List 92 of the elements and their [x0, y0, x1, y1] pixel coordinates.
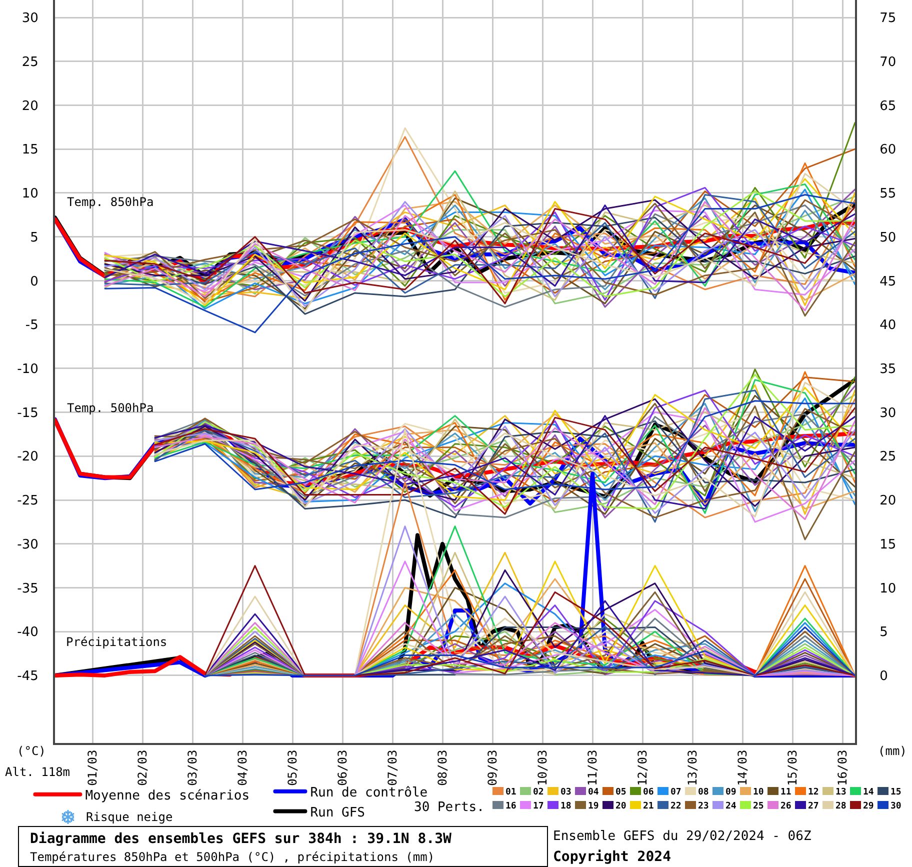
y2-tick-label: 40 [880, 318, 896, 334]
legend-label: 17 [533, 802, 544, 812]
y-tick-label: 15 [22, 142, 38, 158]
y-tick-label: 25 [22, 54, 38, 70]
y-tick-label: 0 [30, 274, 38, 290]
legend-label: 19 [588, 802, 599, 812]
legend-label: 03 [560, 788, 572, 798]
legend-label: 09 [726, 788, 736, 798]
x-tick-label: 13/03 [685, 750, 700, 786]
x-tick-label: 04/03 [235, 750, 250, 786]
y2-axis-title: (mm) [878, 744, 907, 758]
legend-label: 01 [506, 788, 516, 798]
annotation: Précipitations [66, 635, 168, 649]
y2-tick-label: 35 [880, 362, 896, 377]
legend-label: 07 [670, 788, 682, 798]
legend-label: Run de contrôle [310, 785, 428, 800]
x-tick-label: 09/03 [485, 750, 500, 786]
y-tick-label: -30 [17, 537, 38, 552]
x-tick-label: 08/03 [435, 750, 450, 786]
y-tick-label: -35 [17, 581, 38, 596]
legend-label: Run GFS [310, 805, 365, 820]
y-tick-label: 20 [22, 98, 38, 114]
text: Ensemble GEFS du 29/02/2024 - 06Z [553, 829, 812, 844]
legend-label: 20 [616, 802, 626, 812]
annotation: Temp. 850hPa [67, 195, 154, 209]
legend-title: 30 Perts. [414, 800, 484, 815]
legend-label: 18 [560, 802, 572, 812]
legend-label: Moyenne des scénarios [85, 788, 250, 804]
legend-label: 27 [808, 802, 819, 812]
y2-tick-label: 75 [880, 11, 896, 26]
x-tick-label: 16/03 [835, 750, 850, 786]
x-tick-label: 06/03 [335, 750, 350, 786]
legend-label: 29 [863, 802, 874, 812]
y-tick-label: -45 [17, 669, 38, 684]
x-tick-label: 07/03 [385, 750, 400, 786]
legend-label: 16 [506, 802, 516, 812]
legend-label: 24 [726, 802, 737, 812]
y2-tick-label: 70 [880, 54, 896, 70]
x-tick-label: 15/03 [785, 750, 800, 786]
x-tick-label: 01/03 [85, 750, 100, 786]
y2-tick-label: 15 [880, 537, 896, 552]
title-frame: Diagramme des ensembles GEFS sur 384h : 39.1N 8.3W Températures 850hPa et 500hPa (°C) , précipitations (mm) [18, 826, 548, 867]
annotation: Temp. 500hPa [67, 401, 154, 415]
legend-label: 06 [643, 788, 654, 798]
text: Copyright 2024 [553, 849, 672, 865]
legend-label: 11 [780, 788, 792, 798]
text: Alt. 118m [5, 765, 70, 779]
y-axis-title: (°C) [17, 744, 46, 758]
y2-tick-label: 30 [880, 406, 896, 421]
y2-tick-label: 55 [880, 186, 896, 202]
x-tick-label: 10/03 [535, 750, 550, 786]
y2-tick-label: 25 [880, 450, 896, 465]
legend-label: 14 [863, 788, 874, 798]
text: Risque neige [86, 810, 173, 824]
y-tick-label: -5 [25, 318, 38, 334]
y2-tick-label: 0 [880, 669, 888, 684]
legend-label: 22 [670, 802, 682, 812]
y2-tick-label: 45 [880, 274, 896, 290]
legend-label: 02 [533, 788, 544, 798]
legend-label: 21 [643, 802, 654, 812]
y2-tick-label: 50 [880, 230, 896, 246]
legend-label: 13 [836, 788, 846, 798]
y-tick-label: -40 [17, 625, 38, 640]
legend-label: 26 [780, 802, 792, 812]
x-tick-label: 11/03 [585, 750, 600, 786]
x-tick-label: 03/03 [185, 750, 200, 786]
legend-label: 12 [808, 788, 819, 798]
legend-label: 25 [753, 802, 764, 812]
legend-label: 28 [836, 802, 846, 812]
x-tick-label: 05/03 [285, 750, 300, 786]
legend-label: 15 [890, 788, 902, 798]
y2-tick-label: 5 [880, 625, 888, 640]
y2-tick-label: 60 [880, 142, 896, 158]
x-tick-label: 14/03 [735, 750, 750, 786]
legend-label: 10 [753, 788, 764, 798]
y-tick-label: -15 [17, 406, 38, 421]
legend-label: 08 [698, 788, 709, 798]
y-tick-label: 30 [22, 11, 38, 26]
y2-tick-label: 65 [880, 98, 896, 114]
x-tick-label: 12/03 [635, 750, 650, 786]
y-tick-label: 10 [22, 186, 38, 202]
y2-tick-label: 10 [880, 581, 896, 596]
y-tick-label: -25 [17, 494, 38, 509]
legend-label: 04 [588, 788, 600, 798]
legend-label: 23 [698, 802, 709, 812]
y-tick-label: -10 [17, 362, 38, 377]
y-tick-label: -20 [17, 450, 38, 465]
y-tick-label: 5 [30, 230, 38, 246]
x-tick-label: 02/03 [135, 750, 150, 786]
legend-label: 30 [890, 802, 902, 812]
y2-tick-label: 20 [880, 494, 896, 509]
legend-label: 05 [616, 788, 626, 798]
